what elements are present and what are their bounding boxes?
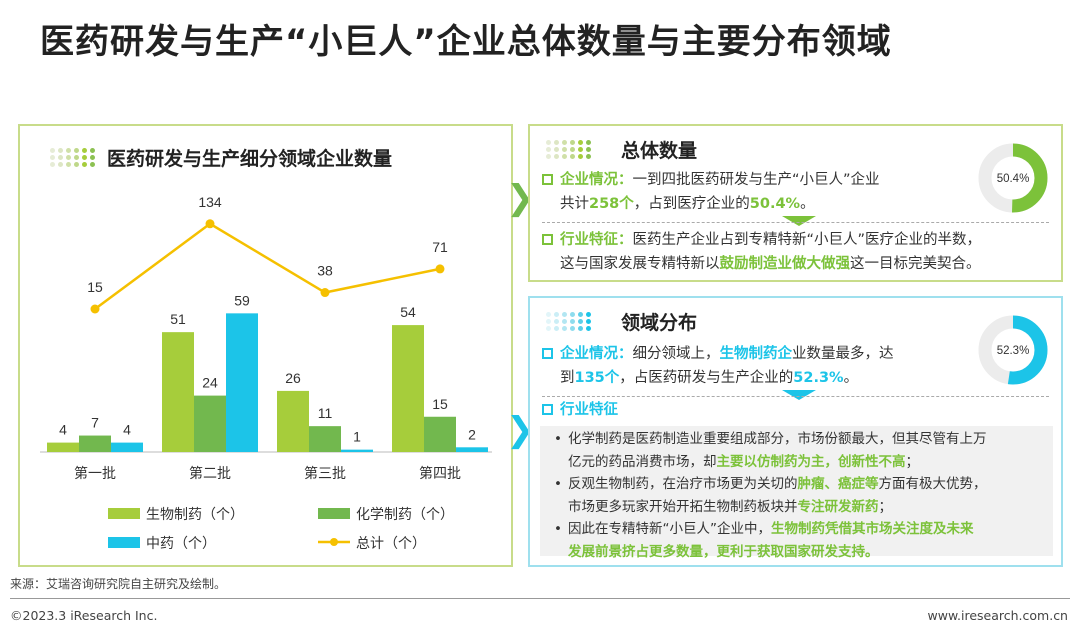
total-point [435, 264, 445, 274]
bullet-1: 化学制药是医药制造业重要组成部分，市场份额最大，但其尽管有上万 亿元的药品消费市… [550, 428, 1043, 473]
overall-donut: 50.4% [978, 143, 1048, 213]
legend-label: 中药（个） [146, 535, 216, 551]
bar-中药（个） [456, 447, 488, 452]
copyright: ©2023.3 iResearch Inc. [10, 608, 158, 623]
total-line [94, 222, 441, 311]
distribution-item-company: 企业情况：细分领域上，生物制药企业数量最多，达 到135个，占医药研发与生产企业… [542, 342, 972, 390]
legend-label: 化学制药（个） [356, 506, 454, 522]
bar-生物制药（个） [392, 325, 424, 452]
footer-divider [10, 598, 1070, 599]
data-label: 24 [202, 375, 218, 391]
x-tick-label: 第一批 [74, 465, 116, 481]
x-tick-label: 第三批 [304, 465, 346, 481]
bar-化学制药（个） [194, 395, 226, 452]
bar-生物制药（个） [277, 390, 309, 452]
x-tick-label: 第二批 [189, 465, 231, 481]
bar-中药（个） [111, 442, 143, 452]
square-bullet-icon [542, 404, 553, 415]
industry-bullets: 化学制药是医药制造业重要组成部分，市场份额最大，但其尽管有上万 亿元的药品消费市… [540, 426, 1053, 560]
svg-text:52.3%: 52.3% [997, 345, 1030, 357]
overall-box: 总体数量 50.4% 企业情况：一到四批医药研发与生产“小巨人”企业 共计258… [528, 124, 1063, 282]
bullet-2: 反观生物制药，在治疗市场更为关切的肿瘤、癌症等方面有极大优势， 市场更多玩家开始… [550, 473, 1043, 518]
chart-title: 医药研发与生产细分领域企业数量 [107, 148, 393, 170]
bar-中药（个） [341, 449, 373, 452]
data-label: 26 [285, 370, 301, 386]
total-point [320, 288, 330, 298]
total-label: 38 [317, 263, 333, 279]
data-label: 59 [234, 292, 250, 308]
distribution-title: 领域分布 [546, 308, 697, 335]
bar-中药（个） [226, 313, 258, 452]
data-label: 11 [318, 405, 333, 421]
data-label: 7 [91, 415, 99, 431]
website-link[interactable]: www.iresearch.com.cn [927, 608, 1069, 623]
x-tick-label: 第四批 [419, 465, 461, 481]
data-label: 4 [123, 422, 131, 438]
bar-化学制药（个） [79, 435, 111, 452]
total-label: 134 [198, 194, 222, 210]
overall-item-industry: 行业特征：医药生产企业占到专精特新“小巨人”医疗企业的半数， 这与国家发展专精特… [542, 228, 1057, 276]
bullet-3: 因此在专精特新“小巨人”企业中，生物制药凭借其市场关注度及未来 发展前景挤占更多… [550, 518, 1043, 563]
overall-item-company: 企业情况：一到四批医药研发与生产“小巨人”企业 共计258个，占到医疗企业的50… [542, 168, 972, 216]
chart-panel-title: 医药研发与生产细分领域企业数量 [50, 144, 392, 171]
square-bullet-icon [542, 348, 553, 359]
dots-icon [50, 148, 95, 167]
bar-化学制药（个） [309, 426, 341, 452]
data-label: 51 [170, 311, 186, 327]
total-label: 15 [87, 279, 103, 295]
svg-text:50.4%: 50.4% [997, 173, 1030, 185]
bar-line-chart: 4 7 4第一批512459第二批26111第三批54152第四批151343871… [40, 194, 492, 551]
overall-title: 总体数量 [546, 136, 697, 163]
data-label: 4 [59, 422, 67, 438]
legend-label: 生物制药（个） [146, 506, 244, 522]
bar-生物制药（个） [162, 332, 194, 452]
data-label: 2 [468, 426, 476, 442]
total-label: 71 [432, 239, 448, 255]
data-label: 1 [353, 429, 361, 445]
pointer-triangle [782, 216, 816, 226]
legend-swatch [108, 537, 140, 548]
square-bullet-icon [542, 234, 553, 245]
data-label: 15 [432, 396, 448, 412]
dots-icon [546, 312, 591, 331]
distribution-donut: 52.3% [978, 315, 1048, 385]
bar-生物制药（个） [47, 442, 79, 452]
distribution-item-industry: 行业特征 [542, 398, 618, 422]
data-label: 54 [400, 304, 416, 320]
pointer-triangle [782, 390, 816, 400]
distribution-box: 领域分布 52.3% 企业情况：细分领域上，生物制药企业数量最多，达 到135个… [528, 296, 1063, 567]
legend-label: 总计（个） [356, 535, 426, 551]
legend-swatch [108, 508, 140, 519]
chart-panel: 医药研发与生产细分领域企业数量 4 7 4 第一批 51 24 59 第二批 26 11 1 第三批 5… [18, 124, 513, 567]
legend-swatch [318, 508, 350, 519]
square-bullet-icon [542, 174, 553, 185]
total-point [90, 304, 100, 314]
dots-icon [546, 140, 591, 159]
bar-化学制药（个） [424, 416, 456, 452]
legend-marker [330, 538, 338, 546]
source-note: 来源：艾瑞咨询研究院自主研究及绘制。 [10, 577, 227, 591]
total-point [205, 219, 215, 229]
page-title: 医药研发与生产“小巨人”企业总体数量与主要分布领域 [40, 22, 892, 62]
